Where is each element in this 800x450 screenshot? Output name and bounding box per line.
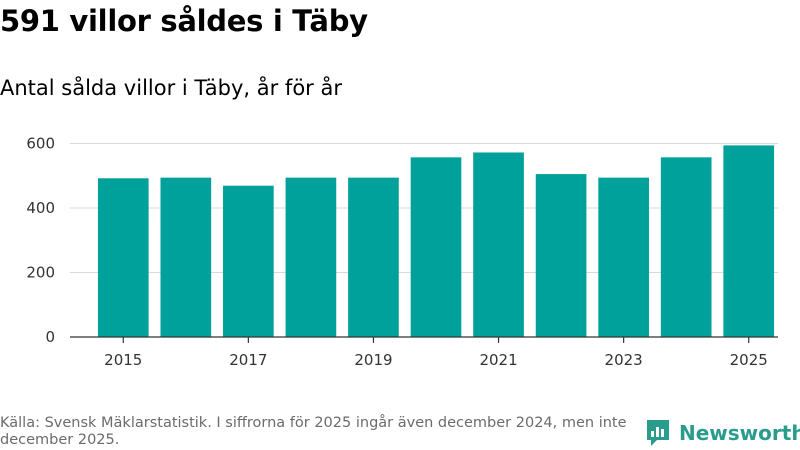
bar-2023[interactable] <box>598 177 649 337</box>
x-tick-label: 2023 <box>605 351 643 369</box>
bar-2022[interactable] <box>535 174 587 337</box>
chart-subtitle: Antal sålda villor i Täby, år för år <box>0 76 342 100</box>
y-tick-label: 400 <box>26 199 55 217</box>
source-note: Källa: Svensk Mäklarstatistik. I siffror… <box>0 415 627 448</box>
y-tick-label: 0 <box>45 328 55 346</box>
x-tick-label: 2015 <box>104 351 142 369</box>
bar-chart: 0 200 400 600 2015 2017 2019 2021 2023 2025 <box>26 134 778 369</box>
bar-2021[interactable] <box>473 152 524 337</box>
bar-2024[interactable] <box>660 157 712 337</box>
chart-title: 591 villor såldes i Täby <box>0 4 368 38</box>
brand-logo[interactable]: Newsworthy <box>645 418 800 448</box>
bar-2018[interactable] <box>285 177 337 337</box>
x-tick-label: 2025 <box>730 351 768 369</box>
y-tick-label: 200 <box>26 263 55 281</box>
newsworthy-logo-icon <box>647 420 669 446</box>
brand-name: Newsworthy <box>679 421 800 445</box>
bar-2025[interactable] <box>723 145 775 337</box>
bar-2015[interactable] <box>97 178 149 337</box>
y-tick-label: 600 <box>26 134 55 152</box>
bar-2020[interactable] <box>410 157 462 337</box>
bars <box>97 145 775 337</box>
x-tick-label: 2019 <box>354 351 392 369</box>
bar-2019[interactable] <box>348 177 399 337</box>
axes: 0 200 400 600 2015 2017 2019 2021 2023 2025 <box>26 134 778 369</box>
bar-2017[interactable] <box>223 185 274 337</box>
x-tick-label: 2017 <box>229 351 267 369</box>
x-tick-label: 2021 <box>479 351 517 369</box>
bar-2016[interactable] <box>160 177 212 337</box>
